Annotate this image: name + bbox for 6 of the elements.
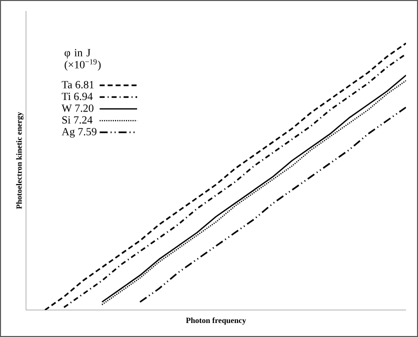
legend-label: Ti 6.94 [62, 92, 93, 100]
legend-label: Ag 7.59 [62, 128, 96, 138]
legend-label: Ta 6.81 [62, 80, 94, 88]
legend-title: φ in J (×10$^{−19}$) [64, 49, 101, 71]
legend-label: Si 7.24 [62, 116, 92, 124]
legend-label: W 7.20 [62, 104, 94, 112]
